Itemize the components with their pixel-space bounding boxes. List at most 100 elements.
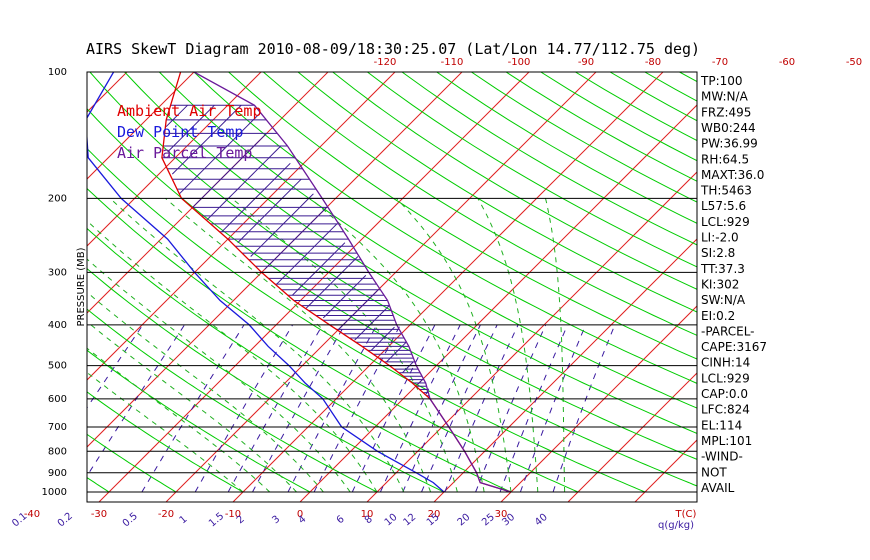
isotherm-line [232,72,664,502]
isotherm-line [87,72,396,381]
moist-adiabat-line [87,258,351,493]
dry-adiabat-line [262,72,697,336]
cape-hatch-line [264,206,328,270]
cape-hatch-line [338,289,379,330]
chart-title: AIRS SkewT Diagram 2010-08-09/18:30:25.0… [86,40,700,58]
index-entry: L57:5.6 [701,199,746,213]
y-axis-label: PRESSURE (MB) [76,247,87,326]
moist-adiabat-line [477,198,539,493]
pressure-tick-label: 500 [48,361,67,372]
index-entry: TP:100 [700,74,743,88]
legend-entry-3: Air Parcel Temp [117,144,252,162]
index-entry: LI:-2.0 [701,231,739,245]
index-entry: MPL:101 [701,434,752,448]
index-entry: -PARCEL- [701,324,755,338]
isotherm-line [299,104,697,502]
index-entry: LCL:929 [701,215,750,229]
mixing-ratio-label: 0.5 [121,511,140,530]
mixing-ratio-label: 6 [335,514,347,527]
top-temp-tick-label: -90 [578,57,594,68]
index-entry: TT:37.3 [700,262,745,276]
pressure-tick-label: 700 [48,422,67,433]
cape-hatch-line [250,193,314,257]
cape-hatch-line [179,112,261,195]
mixing-ratio-label: 10 [383,512,400,529]
isotherm-line [0,72,60,502]
cape-hatch-line [417,379,423,385]
dry-adiabat-line [193,72,697,384]
dry-adiabat-line [87,391,244,493]
index-entry: CAPE:3167 [701,340,767,354]
series-line-3 [193,72,512,493]
mixing-ratio-axis-label: q(g/kg) [658,520,694,531]
mixing-ratio-label: 3 [270,514,282,527]
cape-hatch-line [292,242,346,296]
pressure-tick-label: 800 [48,446,67,457]
plot-frame [86,71,698,503]
cape-hatch-line [192,133,267,208]
isotherm-line [366,171,697,502]
cape-hatch-line [171,104,242,175]
top-temp-tick-label: -100 [508,57,531,68]
dry-adiabat-line [227,72,697,360]
index-entry: SI:2.8 [701,246,735,260]
top-temp-tick-label: -60 [779,57,795,68]
mixing-ratio-line [475,324,547,493]
mixing-ratio-label: 1.5 [207,511,226,530]
cape-hatch-line [354,305,390,341]
series-line-2 [87,72,445,493]
top-temp-tick-label: -70 [712,57,728,68]
mixing-ratio-label: 4 [297,514,309,527]
dry-adiabat-line [87,433,177,493]
pressure-tick-label: 600 [48,394,67,405]
isotherm-line [500,305,697,502]
cape-hatch-line [206,145,282,221]
mixing-ratio-label: 0.2 [56,511,75,530]
mixing-ratio-line [194,324,294,493]
mixing-ratio-label: 12 [401,512,418,529]
dry-adiabat-line [401,72,697,246]
temp-axis-label: T(C) [675,509,697,520]
moist-adiabat-line [231,198,458,493]
index-entry: CINH:14 [701,356,750,370]
dry-adiabat-line [87,267,445,493]
dry-adiabat-line [366,72,697,268]
isotherm-line [433,238,697,502]
mixing-ratio-line [444,324,519,493]
index-entry: RH:64.5 [701,152,749,166]
isotherm-line [165,72,597,502]
pressure-tick-label: 100 [48,67,67,78]
cape-hatch-line [221,162,291,233]
index-entry: CAP:0.0 [701,387,748,401]
dry-adiabat-line [158,72,697,409]
cape-hatch-line [322,275,367,319]
isotherm-line [87,72,463,448]
isotherm-line [567,372,697,502]
cape-hatch-line [305,256,359,309]
index-entry: FRZ:495 [701,105,751,119]
index-entry: EL:114 [701,418,742,432]
index-entry: LCL:929 [701,371,750,385]
index-entry: TH:5463 [700,184,752,198]
dry-adiabat-line [87,349,311,493]
mixing-ratio-label: 20 [456,512,473,529]
pressure-tick-label: 300 [48,267,67,278]
mixing-ratio-label: 2 [235,514,247,527]
dry-adiabat-line [87,308,378,493]
bottom-temp-tick-label: -30 [91,509,107,520]
dry-adiabat-line [87,108,697,487]
cape-hatch-line [370,326,395,351]
top-temp-tick-label: -50 [846,57,862,68]
bottom-temp-tick-label: -20 [158,509,174,520]
bottom-temp-tick-label: 10 [361,509,374,520]
index-entry: MW:N/A [701,90,749,104]
pressure-tick-label: 900 [48,468,67,479]
top-temp-tick-label: -110 [441,57,464,68]
bottom-temp-tick-label: -40 [24,509,40,520]
index-entry: WB0:244 [701,121,756,135]
index-entry: AVAIL [701,481,735,495]
moist-adiabat-line [87,291,324,493]
cape-hatch-line [386,341,407,363]
isotherm-line [87,72,195,180]
legend-entry-1: Ambient Air Temp [117,102,262,120]
